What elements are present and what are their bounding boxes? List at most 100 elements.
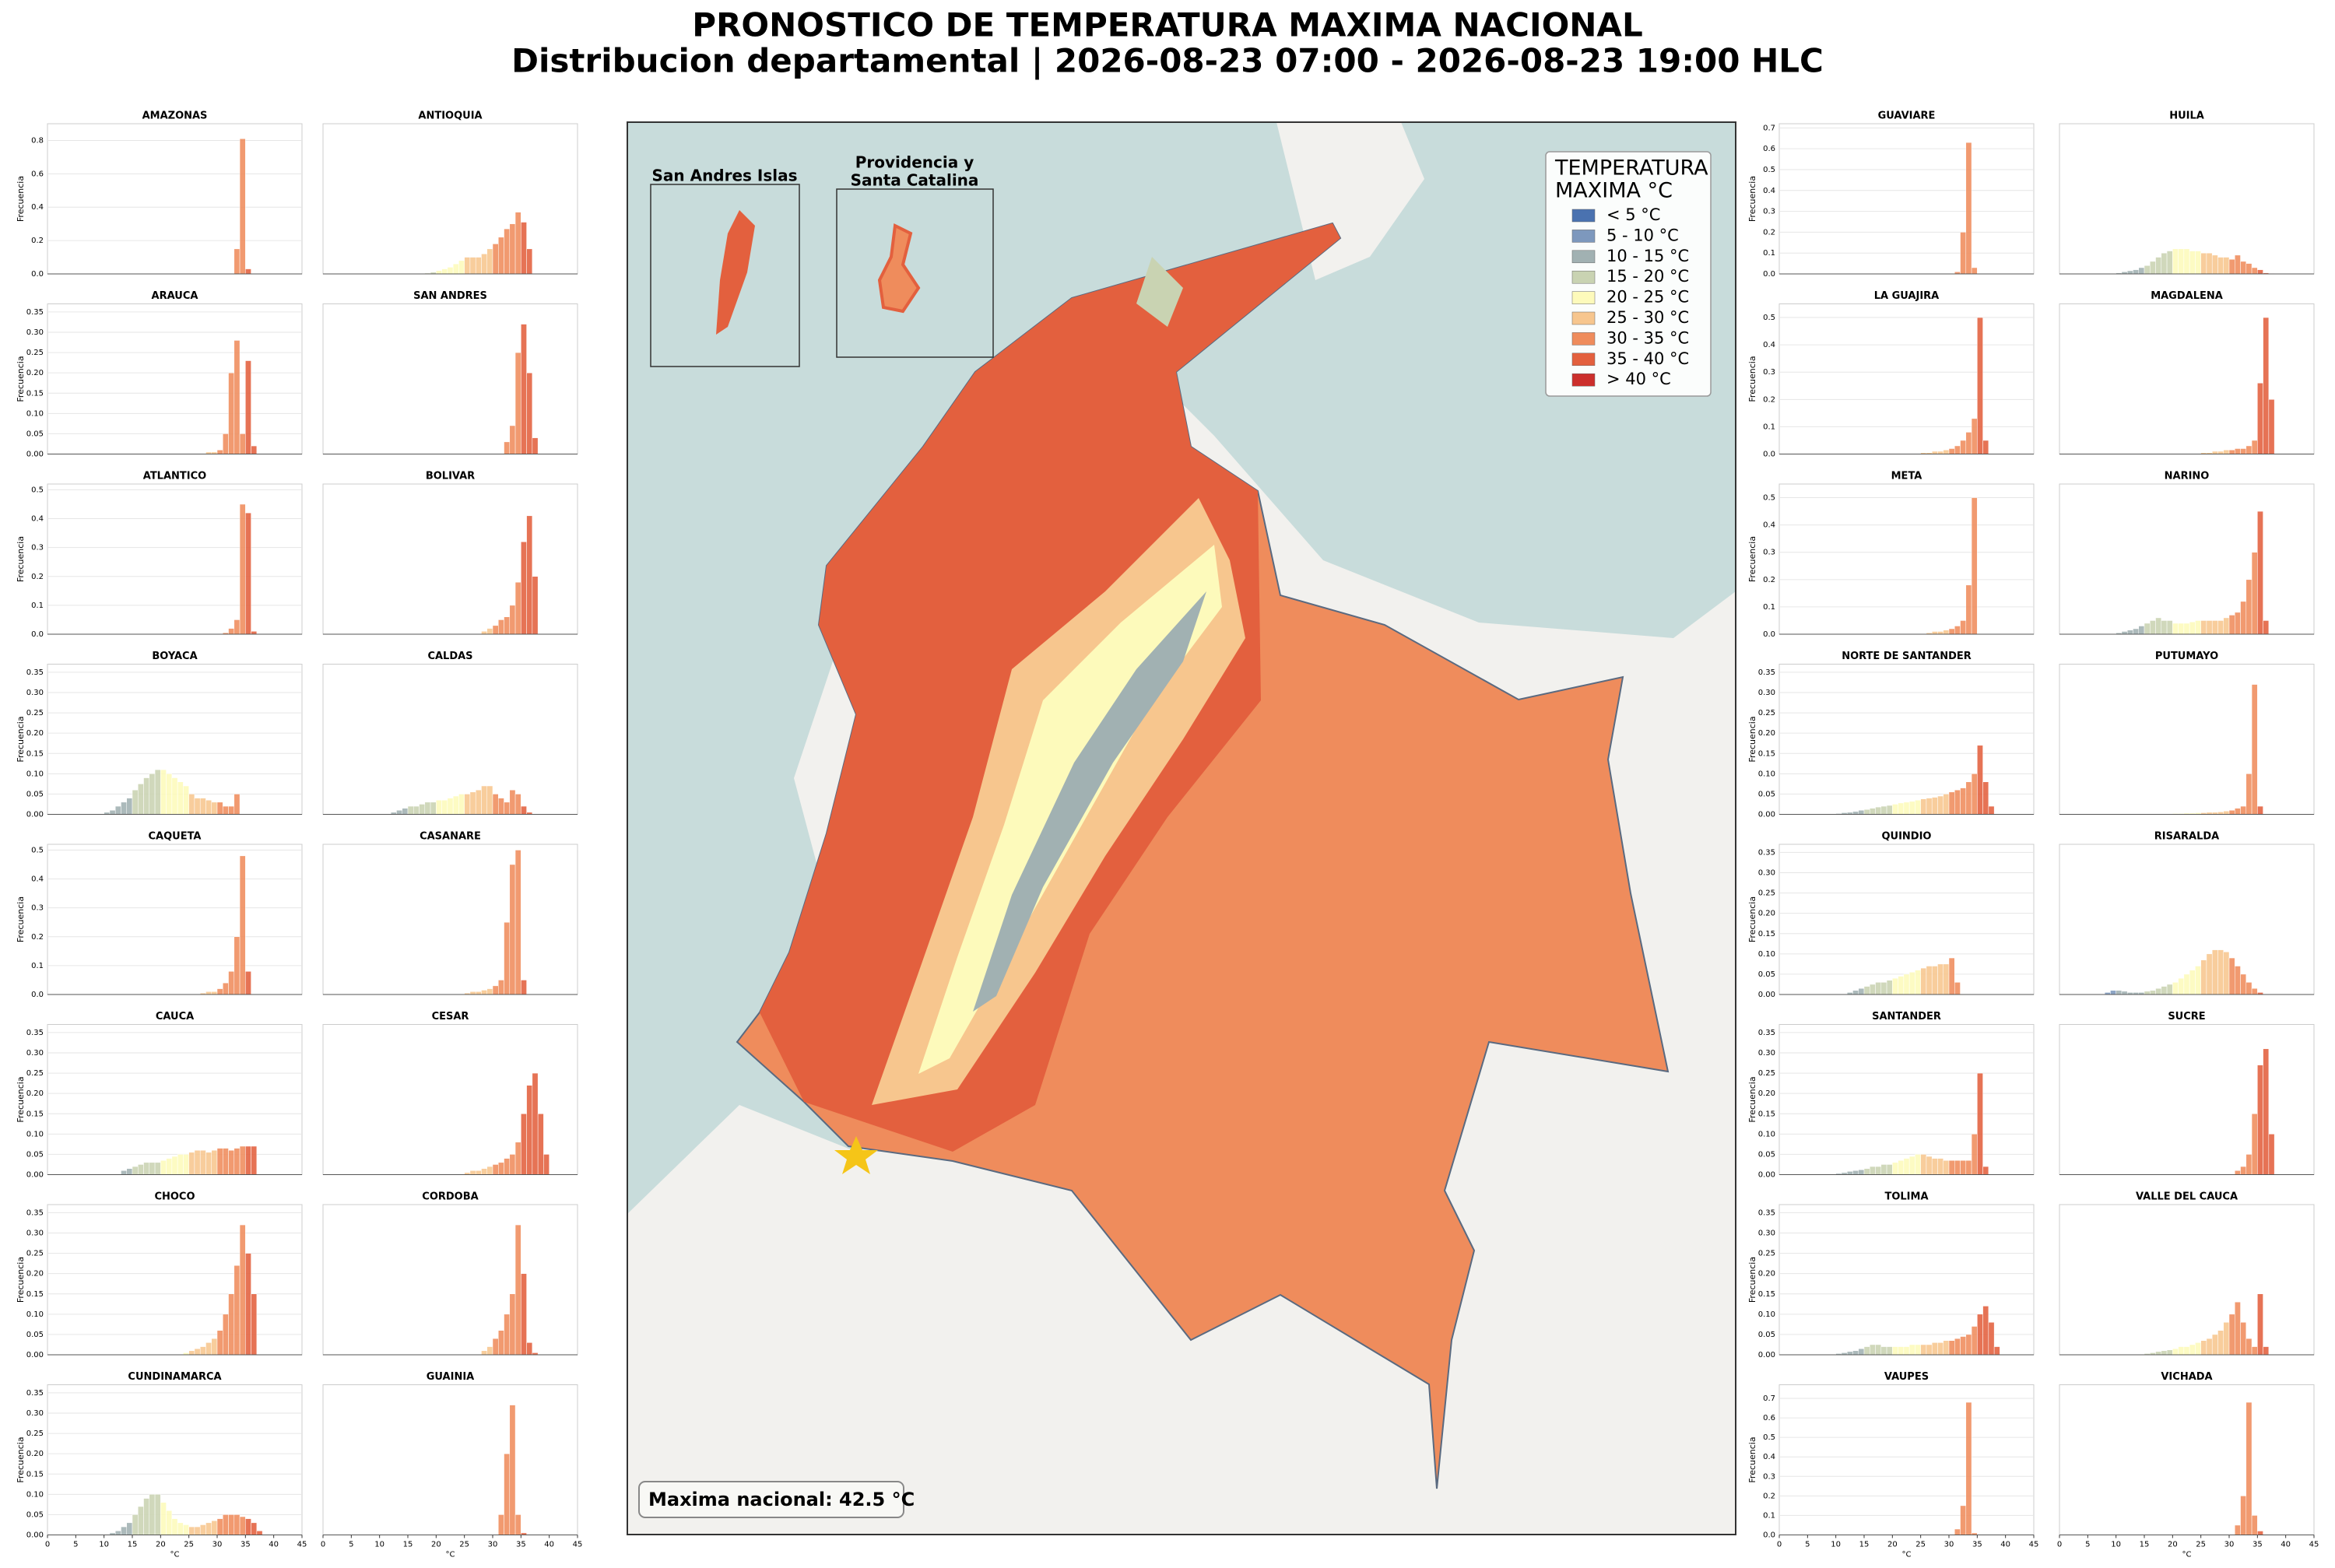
x-tick-label: 30: [1944, 1541, 1954, 1549]
y-tick-label: 0.15: [1758, 749, 1775, 758]
y-tick-label: 0.5: [31, 486, 44, 494]
bar: [1858, 1169, 1865, 1175]
bar: [1886, 805, 1893, 815]
bar: [1892, 1346, 1898, 1356]
bar: [114, 1531, 121, 1535]
bar: [1943, 1159, 1950, 1175]
bar: [2263, 1048, 2270, 1175]
y-tick-label: 0.15: [26, 389, 44, 398]
bar: [498, 1330, 504, 1356]
bar: [1943, 963, 1950, 995]
bar: [1920, 967, 1927, 995]
histogram-panel: TOLIMA 0.00 0.05 0.10 0.15 0.20 0.25 0.30 0.35 Fr…: [1747, 1191, 2035, 1359]
bar: [1965, 1401, 1972, 1535]
bar: [1943, 449, 1950, 454]
bar: [109, 810, 116, 815]
bar: [1903, 1346, 1910, 1356]
bar: [2161, 1350, 2168, 1356]
annotation: Maxima nacional: 42.5 °C: [648, 1489, 915, 1510]
y-tick-label: 0.3: [1763, 368, 1775, 377]
x-tick-label: 0: [45, 1541, 50, 1549]
y-tick-label: 0.4: [31, 515, 44, 524]
bar: [1971, 418, 1978, 454]
y-tick-label: 0.35: [1758, 668, 1775, 677]
bar: [469, 791, 476, 815]
bar: [486, 248, 493, 275]
bar: [1903, 802, 1910, 815]
y-tick-label: 0.35: [1758, 1029, 1775, 1037]
bar: [234, 1148, 241, 1175]
bar: [1960, 440, 1967, 454]
bar: [2172, 248, 2179, 275]
panel-title: GUAINIA: [427, 1371, 475, 1383]
y-tick-label: 0.25: [1758, 1250, 1775, 1258]
y-tick-label: 0.0: [1763, 270, 1775, 279]
map-frame: [627, 121, 1736, 1535]
bar: [1898, 976, 1905, 995]
bar: [1954, 789, 1961, 815]
histogram-panel: MAGDALENA: [2059, 290, 2315, 454]
bar: [2251, 684, 2258, 815]
x-tick-label: 15: [2140, 1541, 2150, 1549]
bar: [521, 222, 527, 275]
bar: [2240, 973, 2247, 995]
bar: [223, 1314, 229, 1356]
bar: [1915, 970, 1921, 995]
bar: [447, 267, 454, 275]
bar: [2217, 1330, 2224, 1356]
bar: [2263, 620, 2270, 635]
x-tick-label: 0: [1777, 1541, 1782, 1549]
bar: [234, 340, 241, 454]
bar: [1926, 966, 1933, 995]
bar: [2223, 257, 2230, 275]
x-tick-label: 0: [2057, 1541, 2062, 1549]
bar: [171, 1156, 178, 1175]
plot-area: [322, 844, 578, 995]
bar: [216, 450, 223, 454]
bar: [223, 433, 229, 454]
bar: [239, 855, 246, 995]
bar: [1948, 1159, 1955, 1175]
bar: [509, 1405, 516, 1535]
panel-title: CORDOBA: [422, 1191, 478, 1203]
bar: [126, 798, 133, 815]
bar: [521, 1114, 527, 1175]
bar: [2223, 811, 2230, 815]
bar: [234, 1265, 241, 1356]
plot-area: [322, 1384, 578, 1535]
bar: [2245, 1154, 2252, 1175]
bar: [492, 794, 499, 815]
plot-area: [1778, 664, 2035, 815]
bar: [1870, 984, 1876, 995]
bar: [475, 257, 482, 275]
bar: [160, 1502, 167, 1535]
panel-title: VICHADA: [2161, 1371, 2212, 1383]
panel-title: SAN ANDRES: [413, 290, 487, 302]
histogram-panel: SAN ANDRES: [322, 290, 578, 454]
bar: [1971, 1134, 1978, 1175]
y-tick-label: 0.30: [26, 689, 44, 697]
bar: [396, 810, 402, 815]
panel-title: CALDAS: [427, 651, 472, 662]
bar: [216, 802, 223, 815]
bar: [216, 988, 223, 995]
bar: [1875, 982, 1882, 995]
y-tick-label: 0.2: [1763, 576, 1775, 584]
bar: [2183, 623, 2190, 635]
y-tick-label: 0.3: [31, 544, 44, 552]
legend-swatch: [1571, 209, 1596, 223]
x-tick-label: 5: [349, 1541, 353, 1549]
legend-swatch: [1571, 291, 1596, 304]
y-tick-label: 0.4: [31, 203, 44, 212]
y-tick-label: 0.00: [26, 1531, 44, 1540]
plot-area: [322, 664, 578, 815]
y-tick-label: 0.0: [31, 270, 44, 279]
bar: [2155, 617, 2162, 635]
bar: [1954, 445, 1961, 454]
legend-label: 25 - 30 °C: [1606, 308, 1689, 327]
y-tick-label: 0.1: [1763, 423, 1775, 431]
bar: [2138, 267, 2145, 275]
panel-title: TOLIMA: [1884, 1191, 1928, 1203]
bar: [436, 799, 442, 815]
bar: [2268, 399, 2275, 454]
